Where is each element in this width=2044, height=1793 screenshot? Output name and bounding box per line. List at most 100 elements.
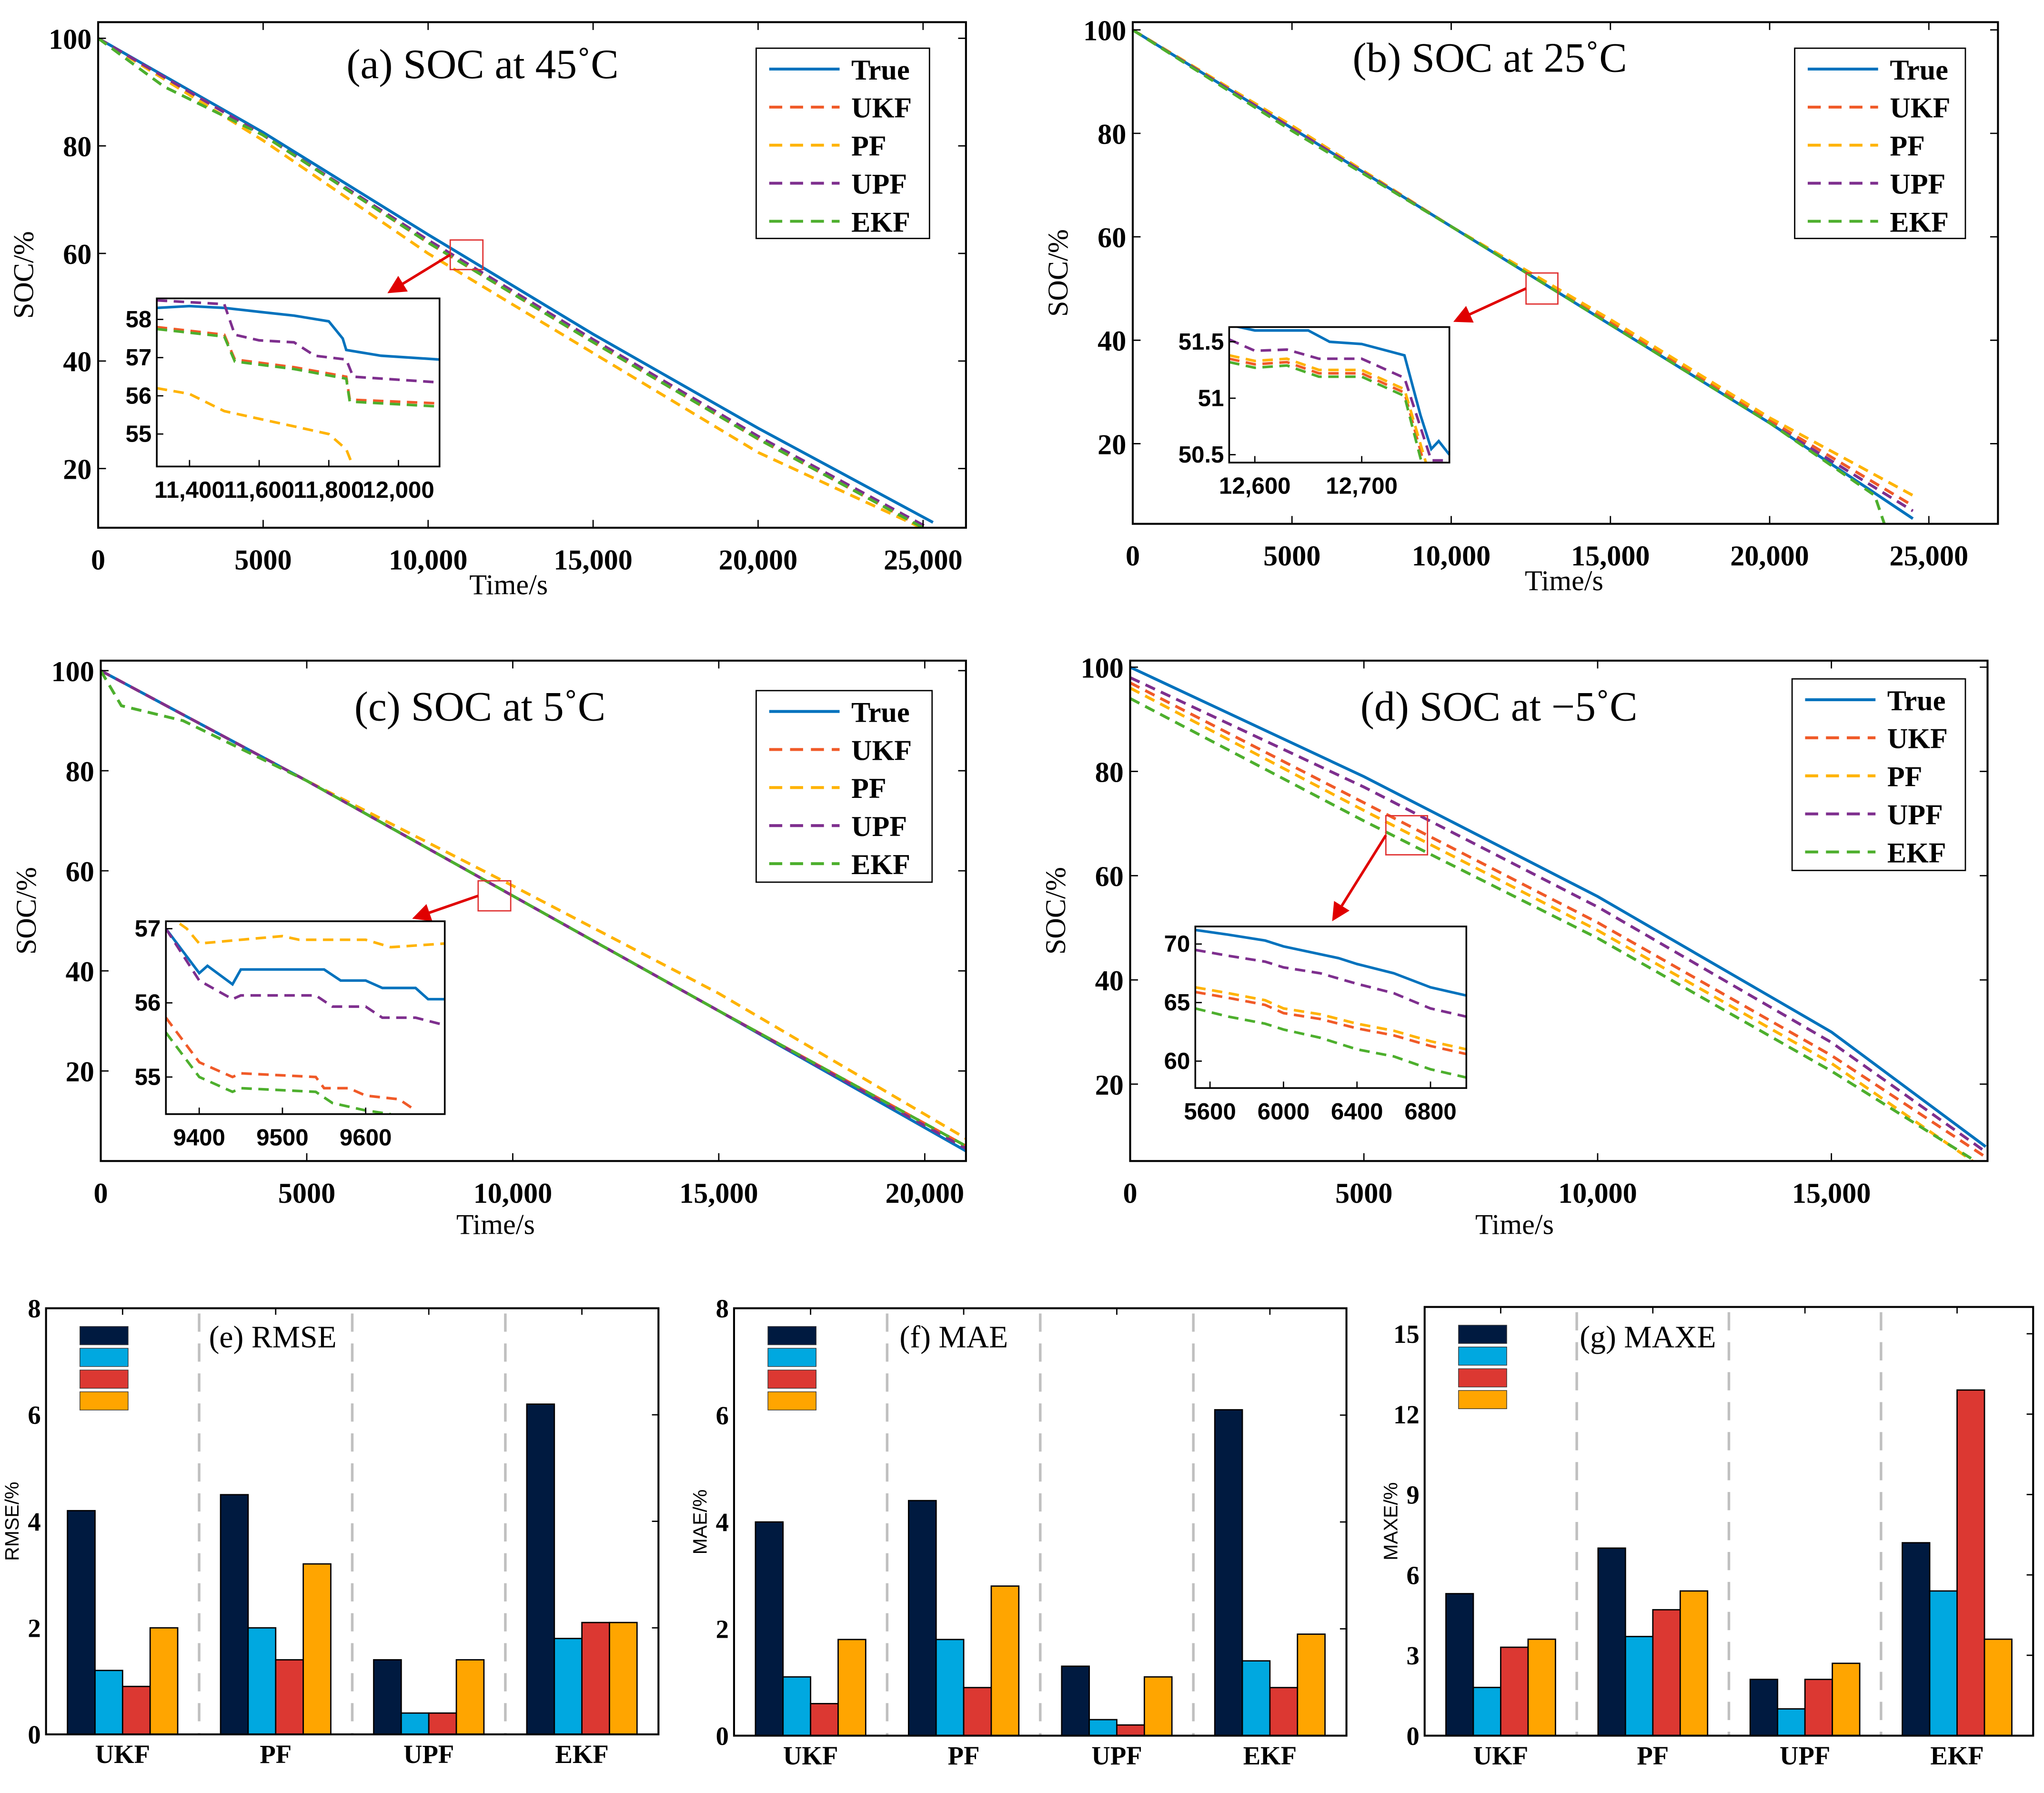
legend-swatch-3 bbox=[767, 1391, 816, 1410]
inset-x-tick-label: 6400 bbox=[1331, 1098, 1383, 1125]
inset-x-tick-label: 9600 bbox=[340, 1124, 392, 1150]
legend-label: UPF bbox=[1890, 168, 1945, 200]
bar-ekf-0 bbox=[1902, 1542, 1931, 1737]
series-line-ekf bbox=[101, 670, 966, 1148]
legend-label: True bbox=[851, 696, 910, 728]
inset-series-line-ekf bbox=[157, 327, 440, 408]
chart-title: (g) MAXE bbox=[1580, 1320, 1716, 1354]
y-tick-label: 80 bbox=[1095, 756, 1124, 788]
y-tick-label: 100 bbox=[1083, 15, 1126, 47]
legend-label: True bbox=[851, 54, 910, 86]
y-axis-label: SOC/% bbox=[8, 231, 40, 319]
y-tick-label: 4 bbox=[716, 1508, 729, 1537]
zoom-arrow-head bbox=[412, 904, 433, 922]
bar-pf-1 bbox=[935, 1639, 965, 1737]
x-axis-label: Time/s bbox=[1475, 1209, 1554, 1240]
inset-series-line-upf bbox=[1195, 948, 1467, 1018]
bar-pf-1 bbox=[1624, 1636, 1654, 1737]
bar-ekf-1 bbox=[1241, 1660, 1271, 1737]
y-tick-label: 6 bbox=[1406, 1561, 1419, 1590]
inset-y-tick-label: 56 bbox=[135, 990, 161, 1016]
panel-e: UKF PF UPF EKF 0 2 4 6 8 RMSE/% (e) RMSE bbox=[1, 1294, 660, 1769]
panel-b: 0 5000 10,000 15,000 20,000 25,000 20 40 60 80 100… bbox=[1042, 15, 1999, 597]
inset-x-tick-label: 5600 bbox=[1184, 1098, 1236, 1125]
bar-ukf-1 bbox=[1472, 1687, 1501, 1737]
inset-series-line-upf bbox=[157, 299, 440, 384]
legend-swatch-1 bbox=[1458, 1346, 1507, 1366]
y-axis-label: MAXE/% bbox=[1379, 1482, 1401, 1561]
bar-ekf-2 bbox=[1269, 1687, 1299, 1737]
zoom-arrow-head bbox=[1453, 306, 1474, 323]
bar-ukf-3 bbox=[1527, 1638, 1556, 1737]
legend-box bbox=[1794, 47, 1966, 239]
inset-x-tick-label: 11,600 bbox=[224, 477, 294, 503]
legend-swatch-0 bbox=[1458, 1325, 1507, 1344]
bar-pf-1 bbox=[247, 1627, 277, 1735]
legend-swatch-2 bbox=[80, 1370, 129, 1389]
y-tick-label: 60 bbox=[1095, 861, 1124, 893]
bar-upf-1 bbox=[400, 1712, 430, 1735]
bar-pf-0 bbox=[220, 1494, 249, 1735]
panel-c: 0 5000 10,000 15,000 20,000 20 40 60 80 100 Time/s… bbox=[10, 656, 967, 1240]
y-tick-label: 0 bbox=[716, 1722, 729, 1751]
y-tick-label: 100 bbox=[51, 656, 94, 688]
y-tick-label: 40 bbox=[1098, 325, 1126, 357]
inset-frame bbox=[1228, 326, 1450, 463]
y-tick-label: 6 bbox=[716, 1401, 729, 1430]
inset-frame bbox=[156, 297, 441, 468]
bar-ekf-0 bbox=[526, 1403, 555, 1735]
x-tick-label: 20,000 bbox=[886, 1178, 964, 1209]
y-axis-label: SOC/% bbox=[1040, 867, 1072, 955]
y-tick-label: 40 bbox=[66, 956, 94, 988]
legend-label: UPF bbox=[1887, 799, 1943, 831]
inset-x-tick-label: 9500 bbox=[256, 1124, 309, 1150]
inset-series-line-ukf bbox=[166, 1017, 416, 1112]
bar-upf-0 bbox=[1749, 1679, 1779, 1737]
legend-label: PF bbox=[1887, 761, 1923, 793]
inset-series-line-true bbox=[157, 304, 440, 361]
x-tick-label: UKF bbox=[95, 1740, 150, 1769]
inset-series-line-true bbox=[1195, 928, 1467, 997]
x-tick-label: 15,000 bbox=[554, 544, 632, 576]
bar-ukf-0 bbox=[755, 1521, 784, 1737]
inset-x-tick-label: 11,400 bbox=[154, 477, 225, 503]
bar-pf-3 bbox=[990, 1585, 1020, 1737]
series-line-upf bbox=[1130, 676, 1987, 1153]
inset-y-tick-label: 50.5 bbox=[1178, 442, 1224, 468]
x-tick-label: 5000 bbox=[234, 544, 292, 576]
axes-frame bbox=[97, 21, 967, 529]
zoom-arrow-head bbox=[1332, 901, 1350, 921]
legend-label: True bbox=[1887, 685, 1946, 717]
x-tick-label: EKF bbox=[1930, 1741, 1984, 1770]
inset-c: 9400 9500 9600 55 56 57 bbox=[135, 916, 446, 1150]
legend-label: PF bbox=[851, 131, 886, 162]
x-tick-label: 5000 bbox=[278, 1178, 335, 1209]
y-tick-label: 4 bbox=[28, 1507, 40, 1536]
y-tick-label: 6 bbox=[28, 1400, 40, 1430]
axes-frame bbox=[100, 659, 967, 1162]
y-tick-label: 3 bbox=[1406, 1641, 1419, 1670]
inset-series-line-pf bbox=[157, 387, 354, 467]
inset-series-line-ekf bbox=[166, 1031, 391, 1114]
y-tick-label: 40 bbox=[1095, 965, 1124, 997]
inset-series-line-upf bbox=[166, 928, 445, 1027]
series-line-ekf bbox=[1133, 29, 1886, 524]
x-tick-label: PF bbox=[1637, 1741, 1669, 1770]
y-tick-label: 20 bbox=[1098, 429, 1126, 461]
chart-title: (c) SOC at 5˚C bbox=[354, 684, 605, 730]
bar-upf-3 bbox=[1832, 1662, 1861, 1737]
x-tick-label: UPF bbox=[1780, 1741, 1830, 1770]
panel-f: UKF PF UPF EKF 0 2 4 6 8 MAE/% (f) MAE bbox=[689, 1294, 1348, 1770]
inset-y-tick-label: 56 bbox=[125, 383, 151, 409]
y-tick-label: 0 bbox=[28, 1720, 40, 1749]
bar-ukf-2 bbox=[121, 1685, 151, 1735]
inset-y-tick-label: 55 bbox=[135, 1064, 161, 1090]
inset-series-line-pf bbox=[174, 921, 445, 949]
inset-y-tick-label: 65 bbox=[1164, 989, 1190, 1016]
legend-box bbox=[755, 690, 933, 883]
x-axis-label: Time/s bbox=[469, 569, 548, 601]
y-tick-label: 15 bbox=[1393, 1320, 1420, 1349]
series-line-true bbox=[1130, 665, 1987, 1148]
x-tick-label: UPF bbox=[1091, 1741, 1142, 1770]
legend-swatch-1 bbox=[80, 1348, 129, 1367]
